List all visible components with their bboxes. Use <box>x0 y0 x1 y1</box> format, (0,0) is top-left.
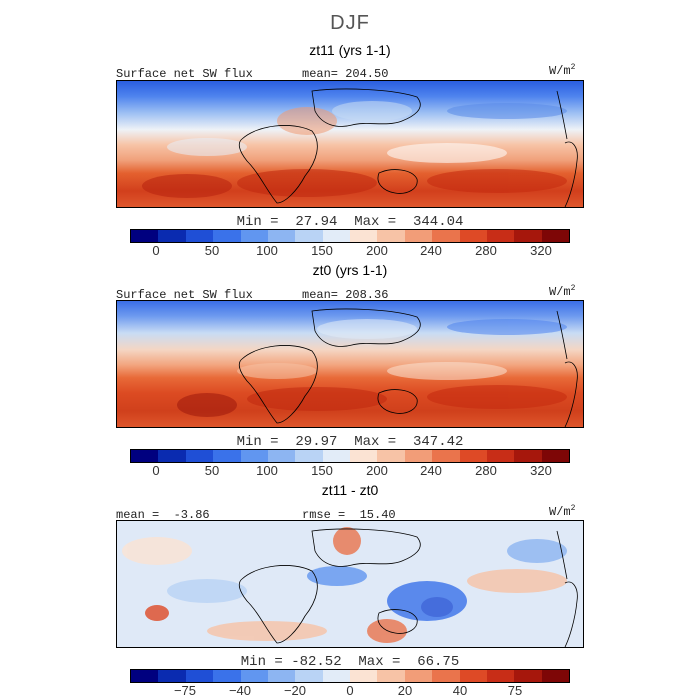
panel-2-map <box>116 300 584 428</box>
colorbar-tick-label: 150 <box>311 463 333 478</box>
colorbar-swatch <box>131 230 159 242</box>
colorbar-swatch <box>486 670 515 682</box>
colorbar-swatch <box>158 450 186 462</box>
colorbar-swatch <box>322 450 350 462</box>
colorbar-tick-label: 0 <box>152 463 160 478</box>
colorbar-swatch <box>295 670 323 682</box>
colorbar-swatch <box>267 670 296 682</box>
colorbar-tick-label: 100 <box>256 243 278 258</box>
colorbar-swatch <box>213 670 241 682</box>
panel-2-field-label: Surface net SW flux <box>116 288 253 302</box>
colorbar-swatch <box>432 670 460 682</box>
colorbar-tick-label: −75 <box>173 683 197 698</box>
panel-3-map <box>116 520 584 648</box>
colorbar-swatch <box>240 670 268 682</box>
colorbar-tick-label: 240 <box>420 243 442 258</box>
colorbar-tick-label: 150 <box>311 243 333 258</box>
panel-3-units: W/m2 <box>549 504 576 519</box>
colorbar-swatch <box>459 450 487 462</box>
colorbar-tick-label: 0 <box>346 683 354 698</box>
colorbar-swatch <box>541 230 569 242</box>
colorbar-tick-label: 20 <box>397 683 413 698</box>
panel-3-colorbar <box>130 669 570 683</box>
panel-2-units: W/m2 <box>549 284 576 299</box>
colorbar-swatch <box>240 450 268 462</box>
colorbar-swatch <box>514 670 542 682</box>
panel-2-mean-label: mean= 208.36 <box>302 288 389 302</box>
colorbar-swatch <box>185 230 214 242</box>
panel-1-units: W/m2 <box>549 63 576 78</box>
colorbar-tick-label: 200 <box>366 463 388 478</box>
colorbar-swatch <box>404 230 433 242</box>
colorbar-swatch <box>131 450 159 462</box>
colorbar-tick-label: 320 <box>530 463 552 478</box>
colorbar-swatch <box>322 670 350 682</box>
colorbar-tick-label: 320 <box>530 243 552 258</box>
panel-3-mean-label: mean = -3.86 <box>116 508 210 522</box>
colorbar-swatch <box>267 450 296 462</box>
colorbar-tick-label: 200 <box>366 243 388 258</box>
colorbar-tick-label: 280 <box>475 243 497 258</box>
colorbar-swatch <box>514 450 542 462</box>
colorbar-swatch <box>377 230 405 242</box>
colorbar-swatch <box>131 670 159 682</box>
panel-2-title: zt0 (yrs 1-1) <box>312 262 388 278</box>
colorbar-swatch <box>158 230 186 242</box>
colorbar-swatch <box>185 670 214 682</box>
colorbar-tick-label: −40 <box>228 683 252 698</box>
colorbar-swatch <box>213 230 241 242</box>
colorbar-swatch <box>240 230 268 242</box>
colorbar-swatch <box>350 230 378 242</box>
panel-1-map-field <box>117 81 583 207</box>
colorbar-swatch <box>322 230 350 242</box>
colorbar-tick-label: 40 <box>452 683 468 698</box>
panel-2-map-field <box>117 301 583 427</box>
panel-1-title: zt11 (yrs 1-1) <box>309 42 391 58</box>
panel-3-title: zt11 - zt0 <box>321 482 379 498</box>
colorbar-swatch <box>295 230 323 242</box>
colorbar-tick-label: 50 <box>204 463 220 478</box>
colorbar-swatch <box>541 670 569 682</box>
colorbar-tick-label: 240 <box>420 463 442 478</box>
colorbar-swatch <box>432 450 460 462</box>
colorbar-swatch <box>377 450 405 462</box>
panel-1-field-label: Surface net SW flux <box>116 67 253 81</box>
colorbar-swatch <box>486 230 515 242</box>
panel-2-minmax: Min = 29.97 Max = 347.42 <box>236 434 464 450</box>
colorbar-swatch <box>185 450 214 462</box>
panel-1-colorbar <box>130 229 570 243</box>
colorbar-swatch <box>514 230 542 242</box>
colorbar-swatch <box>267 230 296 242</box>
colorbar-swatch <box>486 450 515 462</box>
panel-1-map <box>116 80 584 208</box>
panel-3-minmax: Min = -82.52 Max = 66.75 <box>240 654 460 670</box>
panel-1-minmax: Min = 27.94 Max = 344.04 <box>236 214 464 230</box>
colorbar-tick-label: 280 <box>475 463 497 478</box>
panel-3-rmse-label: rmse = 15.40 <box>302 508 396 522</box>
colorbar-swatch <box>158 670 186 682</box>
colorbar-tick-label: 0 <box>152 243 160 258</box>
colorbar-tick-label: 75 <box>507 683 523 698</box>
colorbar-tick-label: −20 <box>283 683 307 698</box>
colorbar-swatch <box>350 450 378 462</box>
colorbar-swatch <box>377 670 405 682</box>
colorbar-swatch <box>404 450 433 462</box>
colorbar-swatch <box>459 670 487 682</box>
colorbar-swatch <box>404 670 433 682</box>
colorbar-swatch <box>350 670 378 682</box>
panel-1-mean-label: mean= 204.50 <box>302 67 389 81</box>
colorbar-swatch <box>541 450 569 462</box>
colorbar-swatch <box>432 230 460 242</box>
colorbar-swatch <box>459 230 487 242</box>
panel-2-colorbar <box>130 449 570 463</box>
colorbar-swatch <box>213 450 241 462</box>
colorbar-tick-label: 100 <box>256 463 278 478</box>
figure-title: DJF <box>330 12 370 34</box>
colorbar-tick-label: 50 <box>204 243 220 258</box>
colorbar-swatch <box>295 450 323 462</box>
panel-3-map-field <box>117 521 583 647</box>
